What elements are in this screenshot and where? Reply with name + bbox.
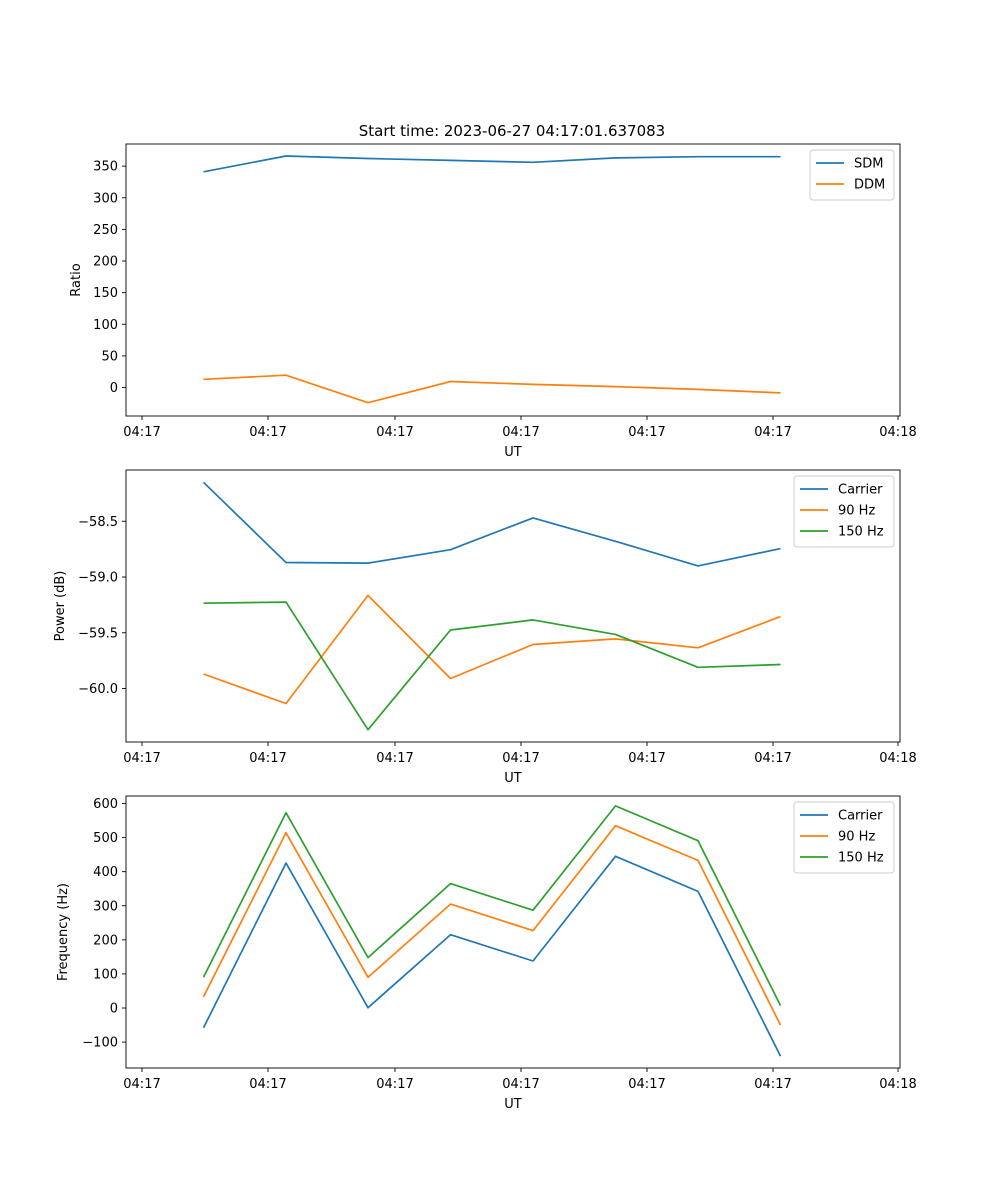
legend-entry-label: 150 Hz [838,525,884,540]
y-tick-label: −59.5 [78,626,118,641]
plot-area-frame [125,795,901,1069]
legend-box [793,801,895,874]
y-tick-label: 350 [93,160,118,175]
legend-entry-label: SDM [854,157,883,172]
x-tick-label: 04:17 [249,425,286,440]
y-tick-label: 200 [93,933,118,948]
legend: Carrier 90 Hz 150 Hz [793,801,895,874]
y-tick-label: −59.0 [78,571,118,586]
x-tick-label: 04:17 [249,751,286,766]
x-tick-label: 04:17 [123,1077,160,1092]
y-axis-label: Frequency (Hz) [56,883,71,981]
y-tick-label: 0 [110,381,118,396]
legend-entry-label: Carrier [838,809,883,824]
series-line-carrier [202,481,781,567]
figure-title: Start time: 2023-06-27 04:17:01.637083 [359,122,665,140]
series-line-150-hz [202,805,782,1006]
y-tick-label: 100 [93,967,118,982]
chart-panels: 04:17 04:17 04:17 04:17 04:17 04:17 04:18 UT 0 50… [53,143,917,1112]
plot-area-frame [125,469,901,743]
x-axis-label: UT [504,445,522,460]
y-tick-label: 300 [93,191,118,206]
x-tick-label: 04:18 [879,425,916,440]
series-line-sdm [203,155,781,173]
x-tick-label: 04:17 [376,425,413,440]
x-axis-label: UT [504,771,522,786]
y-tick-label: 400 [93,865,118,880]
y-tick-label: 0 [110,1002,118,1017]
x-tick-label: 04:17 [628,425,665,440]
y-tick-label: 500 [93,831,118,846]
y-tick-label: −60.0 [78,682,118,697]
x-tick-label: 04:17 [754,425,791,440]
y-tick-label: −100 [82,1036,118,1051]
y-tick-label: 200 [93,255,118,270]
y-tick-label: 250 [93,223,118,238]
legend: Carrier 90 Hz 150 Hz [793,475,895,548]
legend-entry-label: 90 Hz [838,504,875,519]
x-tick-label: 04:17 [502,751,539,766]
x-tick-label: 04:17 [628,751,665,766]
chart-panel-2: 04:17 04:17 04:17 04:17 04:17 04:17 04:18 UT −60… [53,469,917,786]
legend-entry-label: 90 Hz [838,830,875,845]
x-tick-label: 04:17 [754,1077,791,1092]
y-axis-label: Power (dB) [53,571,68,642]
series-line-90-hz [202,824,782,1026]
series-line-carrier [202,855,782,1057]
series-line-ddm [203,374,781,404]
x-tick-label: 04:18 [879,1077,916,1092]
x-tick-label: 04:17 [754,751,791,766]
x-tick-label: 04:17 [376,1077,413,1092]
x-axis-label: UT [504,1097,522,1112]
x-tick-label: 04:17 [376,751,413,766]
y-tick-label: 100 [93,318,118,333]
series-line-150-hz [203,601,781,731]
y-tick-label: −58.5 [78,515,118,530]
chart-panel-3: 04:17 04:17 04:17 04:17 04:17 04:17 04:18 UT −10… [56,795,917,1112]
legend-entry-label: 150 Hz [838,851,884,866]
y-tick-label: 300 [93,899,118,914]
y-tick-label: 150 [93,286,118,301]
x-tick-label: 04:17 [123,751,160,766]
x-tick-label: 04:17 [502,425,539,440]
x-tick-label: 04:17 [502,1077,539,1092]
x-tick-label: 04:18 [879,751,916,766]
series-line-90-hz [203,594,781,705]
legend: SDM DDM [809,149,895,201]
legend-entry-label: DDM [854,178,885,193]
chart-panel-1: 04:17 04:17 04:17 04:17 04:17 04:17 04:18 UT 0 50… [69,143,917,460]
legend-entry-label: Carrier [838,483,883,498]
plot-area-frame [125,143,901,417]
y-tick-label: 600 [93,797,118,812]
x-tick-label: 04:17 [628,1077,665,1092]
y-axis-label: Ratio [69,263,84,296]
x-tick-label: 04:17 [123,425,160,440]
x-tick-label: 04:17 [249,1077,286,1092]
legend-box [793,475,895,548]
y-tick-label: 50 [101,349,118,364]
